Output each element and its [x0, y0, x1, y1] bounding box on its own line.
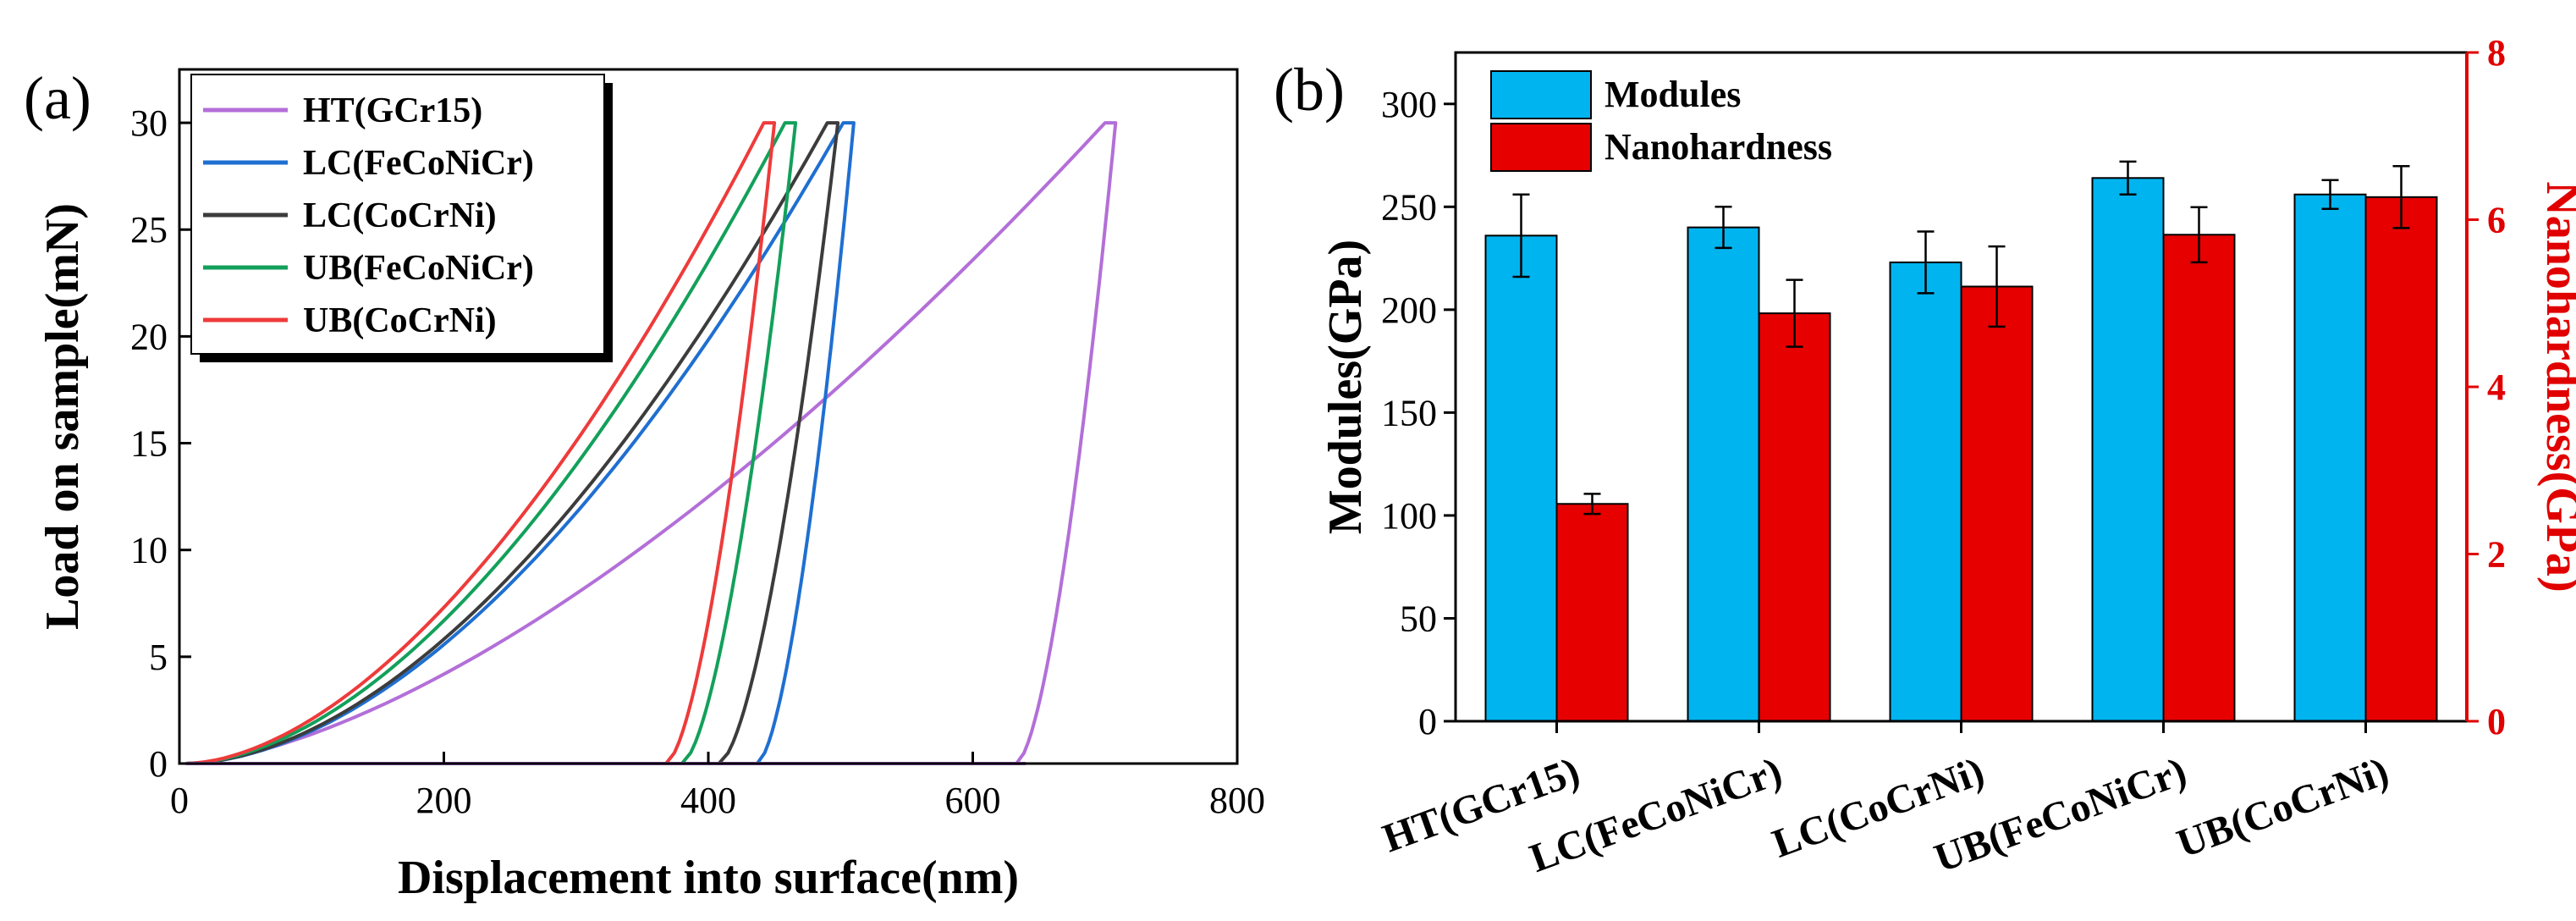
y-tick-label: 200	[1381, 290, 1437, 331]
bar-layer	[1484, 160, 2438, 723]
legend-label: LC(FeCoNiCr)	[303, 144, 534, 183]
bar	[1889, 261, 1962, 722]
bar	[2293, 193, 2367, 722]
panel-a-label: (a)	[24, 64, 91, 132]
bar	[1758, 312, 1831, 722]
y-tick-label: 15	[130, 423, 168, 465]
legend-label: HT(GCr15)	[303, 91, 482, 130]
y2-tick-label: 6	[2487, 200, 2506, 241]
left-y-axis-label: Modules(GPa)	[1319, 240, 1372, 534]
legend-label: Modules	[1604, 74, 1741, 115]
y-tick-label: 20	[130, 316, 168, 357]
category-label: UB(CoCrNi)	[2171, 749, 2395, 867]
y-tick-label: 250	[1381, 186, 1437, 228]
y-tick-label: 100	[1381, 495, 1437, 537]
curve-line	[185, 121, 798, 765]
x-tick-label: 600	[945, 780, 1001, 821]
load-displacement-chart: (a) 0 200 400 600 800 0 5 10 15 20 25 30 Displacem…	[24, 64, 1265, 904]
y2-tick-label: 2	[2487, 534, 2506, 576]
bar	[1687, 226, 1760, 723]
legend-swatch	[1490, 123, 1592, 172]
curve-line	[185, 121, 840, 765]
y-tick-label: 150	[1381, 392, 1437, 433]
y-axis-label: Load on sample(mN)	[36, 203, 89, 630]
bar	[1960, 285, 2034, 722]
bar	[1484, 234, 1558, 723]
right-y-axis-label: Nanohardness(GPa)	[2536, 181, 2576, 592]
bar	[2091, 177, 2165, 722]
legend-label: LC(CoCrNi)	[303, 196, 497, 235]
legend-items: HT(GCr15) LC(FeCoNiCr) LC(CoCrNi) UB(FeCoNi…	[203, 91, 534, 340]
y-axis: 0 5 10 15 20 25 30	[130, 102, 191, 785]
curve-line	[185, 121, 1118, 765]
y-tick-label: 30	[130, 102, 168, 144]
x-tick-label: 400	[680, 780, 736, 821]
left-y-axis: 0 50 100 150 200 250 300	[1381, 84, 1456, 742]
y-tick-label: 5	[149, 637, 168, 678]
curve-line	[185, 121, 777, 765]
y-tick-label: 10	[130, 530, 168, 571]
panel-b-label: (b)	[1274, 56, 1345, 124]
x-tick-label: 0	[170, 780, 189, 821]
bar	[2364, 196, 2438, 722]
x-axis: 0 200 400 600 800	[170, 752, 1265, 821]
y-tick-label: 300	[1381, 84, 1437, 125]
category-axis: HT(GCr15)LC(FeCoNiCr)LC(CoCrNi)UB(FeCoNi…	[1377, 721, 2394, 881]
legend-swatch	[1490, 70, 1592, 119]
y-tick-label: 50	[1400, 598, 1437, 639]
y-tick-label: 0	[149, 743, 168, 785]
x-tick-label: 200	[416, 780, 472, 821]
bar-legend: Modules Nanohardness	[1490, 70, 1832, 172]
bar	[2162, 234, 2236, 722]
curve-line	[185, 121, 856, 765]
x-tick-label: 800	[1209, 780, 1265, 821]
legend-label: Nanohardness	[1604, 126, 1832, 168]
y2-tick-label: 0	[2487, 701, 2506, 742]
legend: HT(GCr15) LC(FeCoNiCr) LC(CoCrNi) UB(FeCoNi…	[190, 74, 613, 362]
y2-tick-label: 4	[2487, 367, 2506, 408]
x-axis-label: Displacement into surface(nm)	[398, 852, 1019, 904]
y-tick-label: 25	[130, 209, 168, 251]
bar	[1555, 503, 1629, 722]
right-y-axis: 0 2 4 6 8	[2467, 32, 2506, 742]
legend-label: UB(CoCrNi)	[303, 301, 497, 340]
legend-label: UB(FeCoNiCr)	[303, 249, 534, 288]
modulus-hardness-chart: (b) 0 50 100 150 200 250 300 0 2 4 6 8 HT(GCr15)LC…	[1274, 32, 2576, 881]
y-tick-label: 0	[1418, 701, 1437, 742]
y2-tick-label: 8	[2487, 32, 2506, 74]
